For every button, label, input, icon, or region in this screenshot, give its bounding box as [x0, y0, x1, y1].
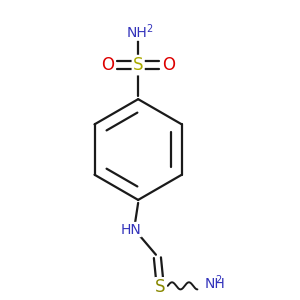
Text: HN: HN — [120, 223, 141, 236]
Text: NH: NH — [205, 278, 226, 291]
Text: 2: 2 — [216, 275, 222, 285]
Text: S: S — [133, 56, 143, 74]
Text: 2: 2 — [146, 24, 152, 34]
Text: NH: NH — [126, 26, 147, 40]
Text: S: S — [155, 278, 166, 296]
Text: O: O — [101, 56, 114, 74]
Text: O: O — [162, 56, 175, 74]
